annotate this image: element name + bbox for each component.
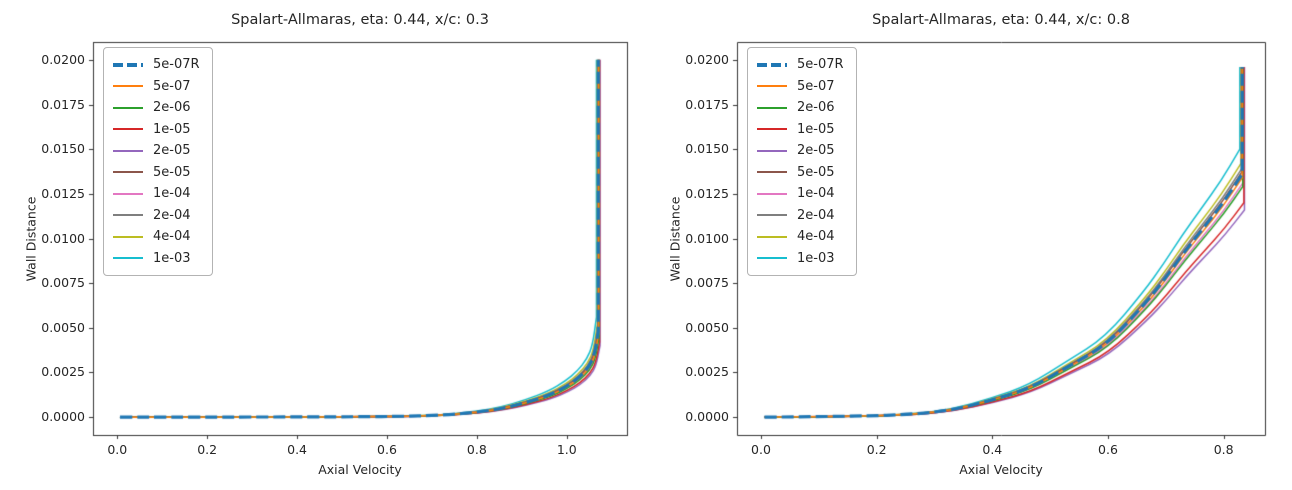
legend-label: 1e-03 xyxy=(153,250,191,266)
legend-entry: 4e-04 xyxy=(757,226,844,248)
y-tick-label: 0.0050 xyxy=(685,319,729,335)
legend-line-sample xyxy=(113,149,143,152)
legend-line-sample xyxy=(757,171,787,174)
legend-label: 5e-05 xyxy=(153,164,191,180)
x-tick-label: 0.2 xyxy=(197,442,218,457)
legend-line-sample xyxy=(113,192,143,195)
x-tick-label: 0.8 xyxy=(466,442,487,457)
left-plot-legend: 5e-07R 5e-07 2e-06 1e-05 2e-05 5e-05 1e-04 2e-0… xyxy=(103,47,213,276)
x-tick-label: 0.6 xyxy=(1098,442,1118,457)
legend-dashed-line-sample xyxy=(757,62,787,67)
legend-label: 1e-04 xyxy=(153,186,191,202)
legend-label: 1e-03 xyxy=(797,250,835,266)
legend-line-sample xyxy=(113,106,143,109)
legend-label: 5e-07 xyxy=(797,78,835,94)
legend-entry: 5e-05 xyxy=(757,162,844,184)
legend-entry: 2e-05 xyxy=(113,140,200,162)
x-tick-label: 0.4 xyxy=(982,442,1003,457)
legend-line-sample xyxy=(113,85,143,88)
y-tick-label: 0.0125 xyxy=(685,185,729,201)
legend-label: 2e-05 xyxy=(797,143,835,159)
legend-line-sample xyxy=(113,171,143,174)
legend-line-sample xyxy=(757,214,787,217)
legend-label: 2e-04 xyxy=(153,207,191,223)
legend-label: 4e-04 xyxy=(153,229,191,245)
legend-entry: 1e-03 xyxy=(757,248,844,270)
x-tick-label: 0.2 xyxy=(866,442,887,457)
legend-line-sample xyxy=(757,192,787,195)
x-tick-label: 0.4 xyxy=(287,442,308,457)
y-tick-label: 0.0200 xyxy=(685,51,729,67)
legend-label: 2e-04 xyxy=(797,207,835,223)
legend-label: 2e-06 xyxy=(153,100,191,116)
legend-entry: 1e-05 xyxy=(757,119,844,141)
legend-line-sample xyxy=(113,128,143,131)
legend-label: 4e-04 xyxy=(797,229,835,245)
legend-line-sample xyxy=(757,235,787,238)
legend-label: 1e-05 xyxy=(797,121,835,137)
y-tick-label: 0.0000 xyxy=(685,409,729,425)
y-tick-label: 0.0175 xyxy=(41,96,85,112)
right-x-axis-label: Axial Velocity xyxy=(959,462,1043,477)
legend-line-sample xyxy=(113,235,143,238)
legend-entry: 5e-05 xyxy=(113,162,200,184)
legend-label: 5e-07R xyxy=(153,57,200,73)
y-tick-label: 0.0050 xyxy=(41,319,85,335)
x-tick-label: 0.6 xyxy=(377,442,397,457)
y-tick-label: 0.0000 xyxy=(41,409,85,425)
legend-line-sample xyxy=(757,85,787,88)
y-tick-label: 0.0100 xyxy=(685,230,729,246)
legend-entry: 2e-04 xyxy=(113,205,200,227)
left-x-axis-label: Axial Velocity xyxy=(318,462,402,477)
legend-entry: 4e-04 xyxy=(113,226,200,248)
x-tick-label: 0.8 xyxy=(1213,442,1234,457)
legend-label: 5e-07R xyxy=(797,57,844,73)
legend-line-sample xyxy=(757,149,787,152)
legend-entry: 5e-07 xyxy=(757,76,844,98)
legend-entry: 1e-04 xyxy=(757,183,844,205)
y-tick-label: 0.0150 xyxy=(41,141,85,157)
legend-entry: 2e-06 xyxy=(757,97,844,119)
legend-entry: 5e-07R xyxy=(757,54,844,76)
legend-entry: 2e-05 xyxy=(757,140,844,162)
legend-entry: 1e-04 xyxy=(113,183,200,205)
legend-entry: 5e-07R xyxy=(113,54,200,76)
y-tick-label: 0.0075 xyxy=(41,275,85,291)
legend-entry: 1e-03 xyxy=(113,248,200,270)
legend-line-sample xyxy=(757,106,787,109)
right-plot-legend: 5e-07R 5e-07 2e-06 1e-05 2e-05 5e-05 1e-04 2e-0… xyxy=(747,47,857,276)
y-tick-label: 0.0075 xyxy=(685,275,729,291)
x-tick-label: 0.0 xyxy=(751,442,771,457)
legend-line-sample xyxy=(757,257,787,260)
left-plot-title: Spalart-Allmaras, eta: 0.44, x/c: 0.3 xyxy=(231,12,489,28)
y-tick-label: 0.0025 xyxy=(41,364,85,380)
legend-label: 1e-04 xyxy=(797,186,835,202)
x-tick-label: 0.0 xyxy=(107,442,128,457)
legend-entry: 5e-07 xyxy=(113,76,200,98)
legend-line-sample xyxy=(113,257,143,260)
legend-label: 2e-05 xyxy=(153,143,191,159)
legend-line-sample xyxy=(113,214,143,217)
y-tick-label: 0.0175 xyxy=(685,96,729,112)
x-tick-label: 1.0 xyxy=(556,442,577,457)
legend-label: 5e-05 xyxy=(797,164,835,180)
legend-dashed-line-sample xyxy=(113,62,143,67)
legend-entry: 2e-06 xyxy=(113,97,200,119)
y-tick-label: 0.0125 xyxy=(41,185,85,201)
y-tick-label: 0.0200 xyxy=(41,51,85,67)
y-tick-label: 0.0025 xyxy=(685,364,729,380)
right-plot-title: Spalart-Allmaras, eta: 0.44, x/c: 0.8 xyxy=(872,12,1130,28)
legend-label: 5e-07 xyxy=(153,78,191,94)
y-tick-label: 0.0100 xyxy=(41,230,85,246)
legend-entry: 1e-05 xyxy=(113,119,200,141)
legend-line-sample xyxy=(757,128,787,131)
legend-label: 2e-06 xyxy=(797,100,835,116)
legend-label: 1e-05 xyxy=(153,121,191,137)
legend-entry: 2e-04 xyxy=(757,205,844,227)
y-tick-label: 0.0150 xyxy=(685,141,729,157)
